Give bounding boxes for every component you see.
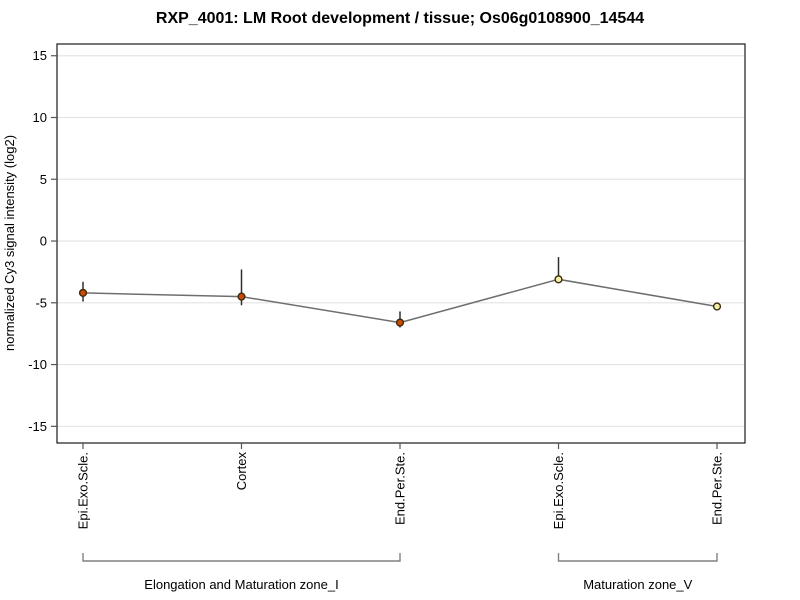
x-category-label: End.Per.Ste. <box>393 452 408 525</box>
y-tick-label: -15 <box>28 419 47 434</box>
data-point-marker <box>395 318 405 327</box>
y-tick-label: -10 <box>28 357 47 372</box>
x-category-label: Epi.Exo.Scle. <box>76 452 91 529</box>
axis-labels-layer: Epi.Exo.Scle. Cortex End.Per.Ste. Epi.Exo.S… <box>76 452 725 530</box>
plot-frame <box>56 43 746 444</box>
group-bracket <box>82 553 401 562</box>
data-series-layer <box>78 257 722 328</box>
data-point-marker <box>237 292 246 301</box>
y-tick-label: 0 <box>40 234 47 249</box>
ticks-layer: 15 10 5 0 -5 -10 -15 <box>28 48 718 449</box>
chart-title: RXP_4001: LM Root development / tissue; … <box>155 10 645 27</box>
group-label: Maturation zone_V <box>583 577 692 592</box>
data-point-marker <box>78 288 88 298</box>
data-point-marker <box>712 302 722 311</box>
y-tick-label: 10 <box>33 110 47 125</box>
group-label: Elongation and Maturation zone_I <box>144 577 338 592</box>
y-axis-label: normalized Cy3 signal intensity (log2) <box>2 135 17 351</box>
gridlines-layer <box>57 55 745 427</box>
data-point-marker <box>554 275 563 284</box>
x-category-label: Epi.Exo.Scle. <box>551 452 566 529</box>
x-category-label: End.Per.Ste. <box>710 452 725 525</box>
category-groups-layer: Elongation and Maturation zone_I Maturati… <box>82 553 718 592</box>
group-bracket <box>557 553 718 562</box>
y-tick-label: 15 <box>33 48 47 63</box>
y-tick-label: 5 <box>40 172 47 187</box>
x-category-label: Cortex <box>234 452 249 491</box>
y-tick-label: -5 <box>35 295 47 310</box>
